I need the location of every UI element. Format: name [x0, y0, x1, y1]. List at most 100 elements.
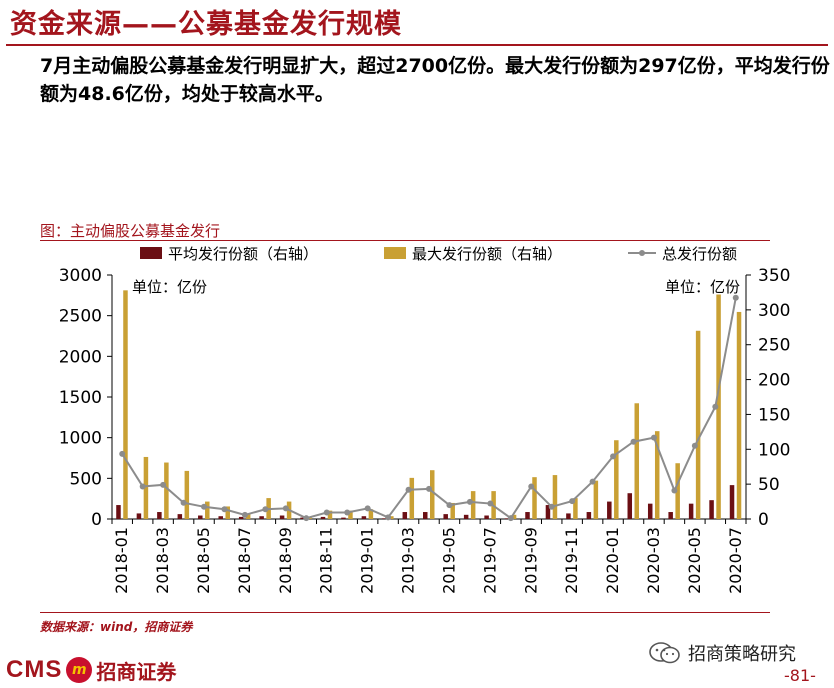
right-unit-label: 单位：亿份 — [665, 278, 740, 296]
source-note: 数据来源：wind，招商证券 — [40, 620, 193, 634]
legend-max-label: 最大发行份额（右轴） — [412, 245, 562, 263]
total-point — [262, 506, 269, 513]
left-tick-label: 2000 — [59, 347, 102, 367]
total-point — [466, 498, 473, 505]
avg-bar — [198, 515, 203, 519]
title-rule — [6, 44, 828, 46]
total-point — [405, 486, 412, 493]
max-bar — [532, 477, 537, 519]
avg-bar — [647, 503, 653, 519]
wechat-account: 招商策略研究 — [648, 640, 796, 666]
max-bar — [123, 290, 128, 519]
total-point — [630, 438, 637, 445]
max-bar — [409, 477, 415, 519]
summary-text: 7月主动偏股公募基金发行明显扩大，超过2700亿份。最大发行份额为297亿份，平… — [40, 55, 830, 105]
left-tick-label: 1000 — [59, 429, 102, 449]
max-bar — [593, 480, 599, 519]
avg-bar — [402, 512, 408, 519]
x-tick-label: 2018-11 — [317, 527, 336, 594]
max-bar — [327, 510, 333, 519]
right-tick-label: 300 — [758, 301, 790, 321]
x-tick-label: 2020-05 — [685, 527, 704, 594]
right-tick-label: 0 — [758, 510, 769, 530]
left-tick-label: 2500 — [59, 307, 102, 327]
logo-mark-icon: m — [66, 657, 93, 683]
logo-cms-text: CMS — [6, 656, 63, 683]
right-tick-label: 100 — [758, 440, 790, 460]
left-tick-label: 500 — [70, 469, 102, 489]
avg-bar — [607, 501, 612, 519]
max-bar — [552, 475, 558, 519]
total-point — [671, 487, 678, 494]
max-bar — [184, 470, 190, 519]
max-bar — [573, 498, 578, 519]
cms-logo: CMS m 招商证券 — [6, 656, 176, 684]
x-tick-label: 2019-03 — [399, 527, 418, 594]
max-bar — [205, 501, 210, 519]
x-tick-label: 2020-07 — [726, 527, 745, 594]
avg-bar — [443, 514, 448, 519]
total-point — [548, 503, 555, 510]
x-tick-label: 2020-03 — [644, 527, 663, 594]
total-point — [344, 509, 351, 516]
total-point — [201, 503, 208, 510]
avg-bar — [238, 516, 244, 519]
avg-bar — [668, 512, 673, 519]
source-rule — [40, 612, 770, 613]
avg-bar — [423, 512, 428, 519]
x-tick-label: 2018-09 — [276, 527, 295, 594]
total-point — [446, 502, 453, 509]
max-bar — [470, 491, 476, 519]
avg-bar — [566, 513, 571, 519]
total-point — [160, 481, 167, 488]
max-bar — [348, 510, 353, 519]
max-bar — [389, 516, 394, 519]
total-point — [282, 505, 289, 512]
avg-bar — [688, 503, 694, 519]
max-bar — [511, 514, 517, 519]
avg-bar — [279, 515, 285, 519]
max-bar — [245, 514, 251, 519]
figure-caption: 图：主动偏股公募基金发行 — [40, 222, 221, 240]
avg-bar — [300, 517, 305, 519]
max-bar — [736, 311, 742, 519]
wechat-label: 招商策略研究 — [688, 644, 796, 665]
x-tick-label: 2019-07 — [480, 527, 499, 594]
total-point — [487, 500, 494, 507]
total-point — [221, 506, 228, 513]
total-point — [732, 294, 739, 301]
legend-avg-swatch — [140, 247, 162, 259]
total-point — [569, 498, 576, 505]
total-line — [121, 297, 737, 520]
right-tick-label: 50 — [758, 475, 780, 495]
x-tick-label: 2020-01 — [603, 527, 622, 594]
total-point — [610, 453, 617, 460]
avg-bar — [525, 512, 530, 519]
total-point — [241, 511, 248, 518]
max-bar — [654, 431, 660, 519]
x-tick-label: 2019-01 — [358, 527, 377, 594]
avg-bar — [218, 516, 223, 519]
total-point — [426, 485, 432, 492]
total-point — [364, 505, 371, 512]
total-point — [589, 478, 596, 485]
x-tick-label: 2018-05 — [194, 527, 213, 594]
avg-bar — [504, 518, 510, 519]
max-bar — [675, 463, 680, 519]
total-point — [528, 483, 535, 490]
avg-bar — [729, 485, 735, 519]
left-tick-label: 3000 — [59, 266, 102, 286]
figure-rule — [40, 240, 770, 241]
x-tick-label: 2019-11 — [562, 527, 581, 594]
page-number: -81- — [784, 666, 816, 685]
max-bar — [614, 440, 619, 519]
total-point — [650, 434, 657, 441]
total-point — [323, 509, 330, 516]
total-point — [385, 514, 392, 521]
page-title: 资金来源——公募基金发行规模 — [10, 9, 402, 40]
x-tick-label: 2018-01 — [112, 527, 131, 594]
avg-bar — [545, 505, 551, 519]
right-tick-label: 200 — [758, 371, 790, 391]
total-point — [139, 483, 146, 490]
